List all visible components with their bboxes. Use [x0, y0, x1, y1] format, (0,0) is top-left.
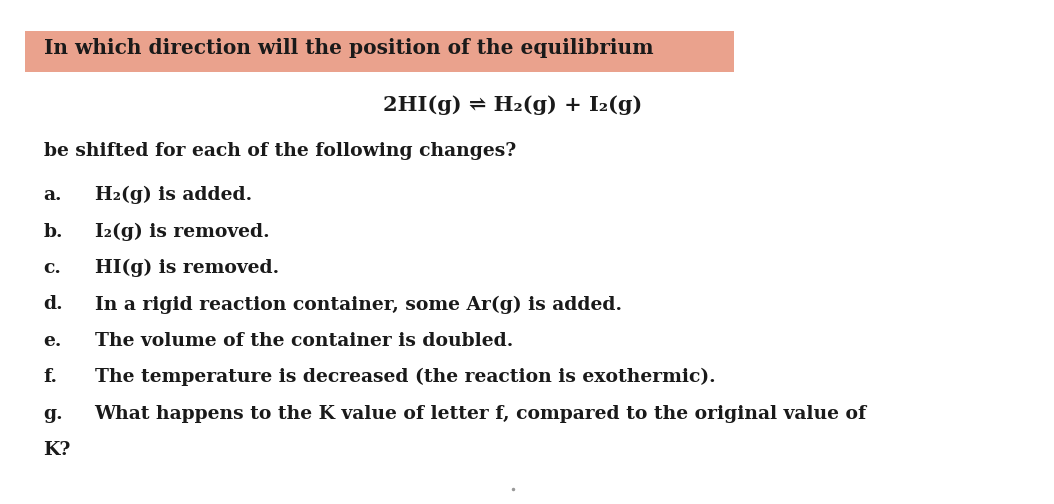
Text: What happens to the K value of letter f, compared to the original value of: What happens to the K value of letter f,… — [95, 405, 866, 422]
Text: I₂(g) is removed.: I₂(g) is removed. — [95, 223, 269, 241]
Text: b.: b. — [43, 223, 63, 240]
Text: The temperature is decreased (the reaction is exothermic).: The temperature is decreased (the reacti… — [95, 368, 716, 387]
Text: In which direction will the position of the equilibrium: In which direction will the position of … — [43, 38, 653, 57]
Text: e.: e. — [43, 332, 62, 350]
Text: d.: d. — [43, 295, 63, 313]
Text: The volume of the container is doubled.: The volume of the container is doubled. — [95, 332, 513, 350]
Text: a.: a. — [43, 186, 62, 204]
Text: K?: K? — [43, 441, 71, 459]
Text: be shifted for each of the following changes?: be shifted for each of the following cha… — [43, 142, 515, 160]
Text: f.: f. — [43, 368, 58, 386]
Text: g.: g. — [43, 405, 63, 422]
Text: HI(g) is removed.: HI(g) is removed. — [95, 259, 278, 277]
Text: H₂(g) is added.: H₂(g) is added. — [95, 186, 252, 205]
FancyBboxPatch shape — [25, 31, 734, 72]
Text: c.: c. — [43, 259, 61, 277]
Text: 2HI(g) ⇌ H₂(g) + I₂(g): 2HI(g) ⇌ H₂(g) + I₂(g) — [383, 95, 642, 115]
Text: In a rigid reaction container, some Ar(g) is added.: In a rigid reaction container, some Ar(g… — [95, 295, 622, 313]
